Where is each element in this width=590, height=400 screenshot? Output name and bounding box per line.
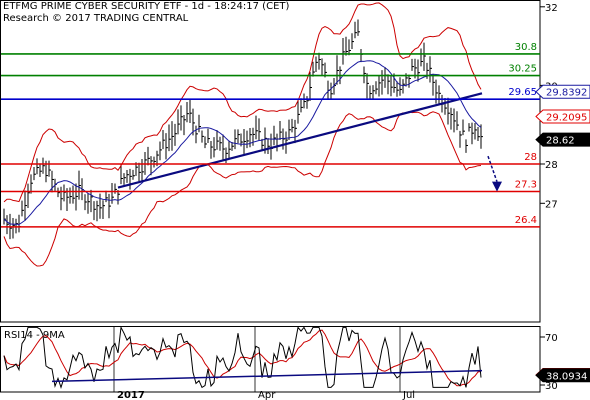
rsi-line xyxy=(3,325,482,390)
chart-title: ETFMG PRIME CYBER SECURITY ETF - 1d - 18… xyxy=(3,1,290,12)
rsi-y-tick-label: 30 xyxy=(545,381,558,392)
price-value-tag-red xyxy=(535,109,590,124)
x-axis-label: Jul xyxy=(402,390,415,400)
moving-average-line xyxy=(3,60,482,226)
price-y-tick-label: 32 xyxy=(545,3,558,14)
level-label-resistance: 30.25 xyxy=(508,64,537,75)
price-value-tag-label: 29.2095 xyxy=(546,112,587,123)
copyright-text: Research © 2017 TRADING CENTRAL xyxy=(3,13,189,24)
rsi-panel-frame xyxy=(0,326,541,393)
price-y-tick-label: 27 xyxy=(545,199,558,210)
level-label-support: 28 xyxy=(524,152,537,163)
x-axis-label: Apr xyxy=(258,390,276,400)
level-label-support: 26.4 xyxy=(515,215,537,226)
forecast-arrow-shaft xyxy=(487,155,498,182)
price-bars xyxy=(3,19,483,240)
level-label-pivot: 29.65 xyxy=(508,87,537,98)
level-label-resistance: 30.8 xyxy=(515,42,537,53)
price-value-tag-blue xyxy=(535,84,590,99)
price-value-tag-label: 29.8392 xyxy=(546,88,587,99)
rsi-title: RSI14 - 9MA xyxy=(4,330,65,341)
price-panel-frame xyxy=(0,0,541,323)
price-y-tick-label: 28 xyxy=(545,160,558,171)
x-axis-label: 2017 xyxy=(117,390,145,400)
price-value-tag-label: 28.62 xyxy=(546,136,575,147)
price-value-tag-dark xyxy=(535,132,590,147)
rsi-trendline xyxy=(51,369,483,383)
trendline xyxy=(117,92,483,189)
level-label-support: 27.3 xyxy=(515,180,537,191)
bollinger-upper-line xyxy=(3,2,482,203)
rsi-y-tick-label: 70 xyxy=(545,333,558,344)
rsi-value-tag-dark xyxy=(535,368,590,383)
forecast-arrow-head xyxy=(492,181,502,192)
rsi-value-tag-label: 38.0934 xyxy=(546,371,587,382)
rsi-ma-line xyxy=(3,329,482,387)
